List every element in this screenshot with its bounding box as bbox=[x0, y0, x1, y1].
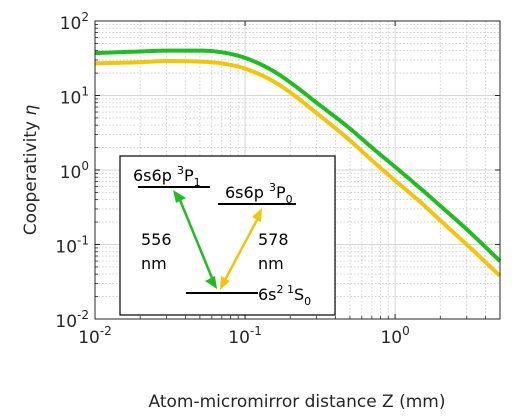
x-tick-label: 100 bbox=[380, 324, 409, 348]
y-axis-label-text: Cooperativity bbox=[21, 116, 41, 236]
unit-green-label: nm bbox=[141, 254, 167, 273]
level-3p0-label: 6s6p 3P0 bbox=[225, 181, 293, 206]
yellow-arrowhead-down bbox=[220, 276, 230, 290]
inset-box bbox=[119, 155, 336, 316]
yellow-transition-arrow bbox=[223, 217, 260, 281]
axis-ticks bbox=[94, 21, 501, 320]
level-1s0-label: 6s2 1S0 bbox=[258, 283, 311, 308]
unit-yellow-label: nm bbox=[258, 254, 284, 273]
energy-level-inset: 6s6p 3P1 6s6p 3P0 6s2 1S0 556 nm 578 nm bbox=[119, 155, 336, 316]
green-transition-arrow bbox=[178, 199, 214, 279]
series-line-green bbox=[94, 48, 502, 263]
wavelength-green-label: 556 bbox=[141, 230, 172, 249]
y-tick-label: 102 bbox=[60, 10, 89, 34]
green-arrowhead-up bbox=[173, 190, 186, 203]
x-axis-label: Atom-micromirror distance Z (mm) bbox=[149, 392, 446, 412]
yellow-arrowhead-up bbox=[252, 208, 262, 222]
y-axis-label: Cooperativity η bbox=[21, 105, 41, 236]
x-tick-label: 10-1 bbox=[228, 324, 262, 348]
tick-labels: 10-2 10-1 100 10-2 10-1 100 101 102 bbox=[55, 10, 409, 348]
green-arrowhead-down bbox=[205, 276, 217, 289]
wavelength-yellow-label: 578 bbox=[258, 230, 289, 249]
y-tick-label: 10-2 bbox=[55, 308, 89, 332]
series-layer bbox=[94, 48, 502, 278]
x-tick-label: 10-2 bbox=[78, 324, 112, 348]
level-3p1-label: 6s6p 3P1 bbox=[133, 164, 201, 189]
y-tick-label: 100 bbox=[60, 159, 89, 183]
y-tick-label: 101 bbox=[60, 85, 89, 109]
y-tick-label: 10-1 bbox=[55, 234, 89, 258]
series-line-yellow bbox=[94, 59, 502, 278]
y-axis-label-symbol: η bbox=[21, 105, 41, 116]
